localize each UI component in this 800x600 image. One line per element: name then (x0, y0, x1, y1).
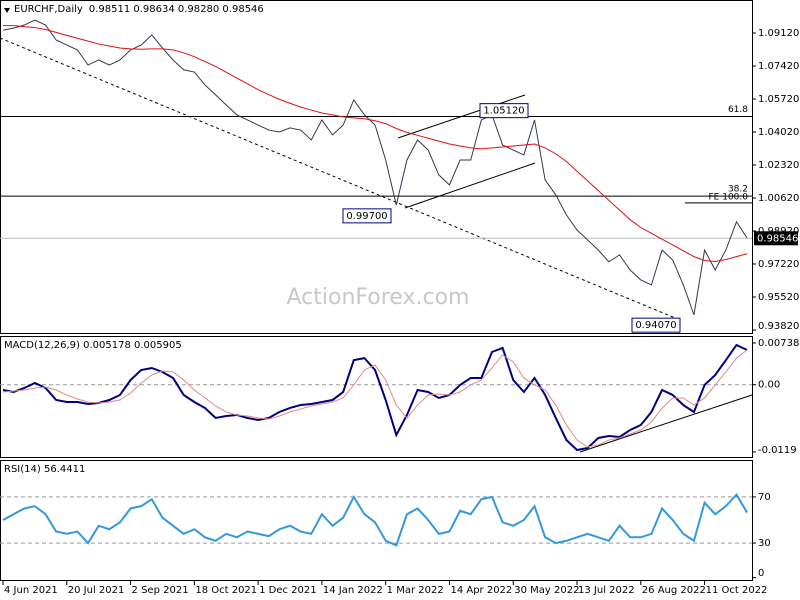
series-line (2, 492, 748, 547)
pane-border (0, 0, 753, 334)
y-tick-label: 70 (758, 492, 771, 503)
watermark: ActionForex.com (287, 285, 470, 310)
y-tick-label: 1.00620 (758, 193, 799, 204)
x-tick-label: 13 Jul 2022 (578, 585, 635, 596)
x-tick-label: 18 Oct 2021 (195, 585, 257, 596)
y-tick-label: 1.07420 (758, 61, 799, 72)
series-line (3, 25, 748, 262)
x-tick-label: 30 May 2022 (514, 585, 579, 596)
pane-title: MACD(12,26,9) 0.005178 0.005905 (4, 340, 182, 351)
pane-subtitle: 0.98511 0.98634 0.98280 0.98546 (89, 4, 264, 15)
fe-label: FE 100.0 (709, 192, 749, 202)
y-tick-label: 0.95520 (758, 292, 799, 303)
series-line (2, 19, 748, 316)
pane-border (0, 460, 753, 581)
pane-title: RSI(14) 56.4411 (4, 464, 85, 475)
pane-border (0, 336, 753, 458)
x-tick-label: 11 Oct 2022 (706, 585, 768, 596)
price-tag (754, 231, 798, 246)
x-tick-label: 4 Jun 2021 (4, 585, 58, 596)
y-tick-label: -0.0119 (758, 445, 797, 456)
price-box-label: 1.05120 (483, 106, 524, 117)
channel-line (404, 162, 536, 209)
x-tick-label: 2 Sep 2021 (132, 585, 189, 596)
macd-trend-line (579, 394, 753, 453)
y-tick-label: 1.04020 (758, 127, 799, 138)
price-box (342, 208, 392, 224)
trend-line (0, 37, 681, 321)
y-tick-label: 0.00 (758, 380, 780, 391)
y-tick-label: 0 (758, 568, 764, 579)
price-box (631, 317, 681, 333)
price-box-label: 0.94070 (635, 320, 676, 331)
y-tick-label: 1.09120 (758, 28, 799, 39)
x-tick-label: 20 Jul 2021 (68, 585, 125, 596)
pane-title: EURCHF,Daily (14, 4, 83, 15)
x-tick-label: 14 Apr 2022 (450, 585, 512, 596)
menu-arrow (4, 8, 10, 13)
fib-label: 38.2 (728, 185, 748, 195)
y-tick-label: 0.007384 (758, 338, 800, 349)
series-line (2, 349, 748, 448)
y-tick-label: 30 (758, 538, 771, 549)
x-tick-label: 1 Mar 2022 (387, 585, 444, 596)
y-tick-label: 1.02320 (758, 160, 799, 171)
price-box (479, 103, 529, 119)
fib-label: 61.8 (728, 105, 748, 115)
y-tick-label: 1.05720 (758, 94, 799, 105)
price-box-label: 0.99700 (346, 211, 387, 222)
y-tick-label: 0.93820 (758, 321, 799, 332)
price-tag-label: 0.98546 (757, 233, 798, 244)
series-line (2, 343, 748, 452)
x-tick-label: 1 Dec 2021 (259, 585, 317, 596)
x-tick-label: 26 Aug 2022 (642, 585, 706, 596)
y-tick-label: 0.97220 (758, 259, 799, 270)
x-tick-label: 14 Jan 2022 (323, 585, 383, 596)
